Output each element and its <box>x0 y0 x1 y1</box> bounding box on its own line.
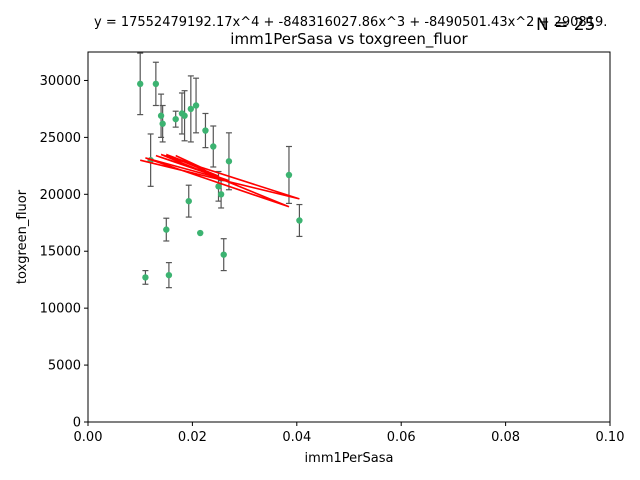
fit-line-group <box>140 153 300 208</box>
y-tick-label: 20000 <box>40 188 81 203</box>
x-tick-label: 0.08 <box>491 430 520 445</box>
data-point <box>152 80 160 88</box>
x-axis-label: imm1PerSasa <box>305 451 394 466</box>
data-point <box>220 251 227 258</box>
data-point <box>192 102 200 109</box>
x-tick-label: 0.04 <box>282 430 311 445</box>
data-point <box>185 197 192 205</box>
data-point <box>296 217 303 224</box>
x-axis: 0.00 0.02 0.04 0.06 0.08 0.10 <box>74 422 625 445</box>
data-point <box>202 127 209 134</box>
y-axis: 0 5000 10000 15000 20000 25000 30000 <box>40 74 88 431</box>
data-point <box>181 112 188 119</box>
data-point <box>163 226 170 233</box>
plot-area <box>87 51 611 423</box>
data-point <box>215 183 222 190</box>
data-point <box>210 143 217 150</box>
x-tick-label: 0.06 <box>387 430 416 445</box>
x-tick-label: 0.00 <box>74 430 103 445</box>
data-point <box>217 191 225 198</box>
y-tick-label: 25000 <box>40 131 81 146</box>
x-tick-label: 0.02 <box>178 430 207 445</box>
data-point <box>159 120 166 127</box>
y-tick-label: 0 <box>73 416 81 431</box>
data-point <box>137 80 144 88</box>
data-point <box>165 271 173 279</box>
y-tick-label: 15000 <box>40 245 81 260</box>
data-point <box>285 171 293 179</box>
data-point <box>187 105 195 113</box>
data-point <box>157 112 165 119</box>
y-axis-label: toxgreen_fluor <box>15 189 30 284</box>
y-tick-label: 30000 <box>40 74 81 89</box>
sample-count: N = 25 <box>536 15 595 35</box>
error-bars <box>137 52 303 289</box>
y-tick-label: 10000 <box>40 302 81 317</box>
chart-title: imm1PerSasa vs toxgreen_fluor <box>230 30 468 49</box>
fit-equation: y = 17552479192.17x^4 + -848316027.86x^3… <box>94 15 607 30</box>
x-tick-label: 0.10 <box>596 430 625 445</box>
data-point <box>142 274 149 281</box>
fit-line <box>140 153 300 208</box>
data-point <box>172 115 179 123</box>
y-tick-label: 5000 <box>48 359 81 374</box>
data-point <box>197 229 204 237</box>
data-point <box>225 158 233 165</box>
